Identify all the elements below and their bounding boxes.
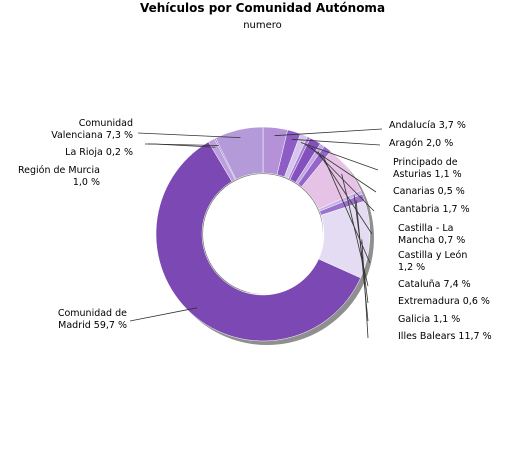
chart-title: Vehículos por Comunidad Autónoma (139, 1, 386, 15)
slice-label-castilla-la-mancha: Castilla - La Mancha 0,7 % (398, 223, 465, 246)
slice-label-comunidad-de-madrid: Comunidad de Madrid 59,7 % (58, 308, 127, 331)
slice-label-illes-balears: Illes Balears 11,7 % (398, 331, 492, 342)
leader-line-andalucia (274, 128, 383, 137)
slice-label-cataluna: Cataluña 7,4 % (398, 279, 471, 290)
slice-label-canarias: Canarias 0,5 % (393, 186, 465, 197)
slice-label-region-de-murcia: Región de Murcia 1,0 % (18, 165, 100, 188)
slice-label-aragon: Aragón 2,0 % (389, 138, 453, 149)
slice-label-la-rioja: La Rioja 0,2 % (65, 147, 133, 158)
chart-subtitle: numero (243, 20, 282, 31)
leader-lines-layer (129, 128, 383, 339)
leader-line-comunidad-de-madrid (129, 307, 198, 322)
leader-line-aragon (291, 138, 381, 146)
leader-line-illes-balears (361, 239, 369, 339)
slice-label-cantabria: Cantabria 1,7 % (393, 204, 470, 215)
labels-layer: Andalucía 3,7 % Aragón 2,0 % Principado de… (18, 118, 492, 342)
slice-comunidad-de-madrid (155, 141, 361, 342)
leader-line-canarias (305, 144, 377, 193)
slice-label-principado-de-asturias: Principado de Asturias 1,1 % (393, 157, 462, 180)
slices-layer (155, 126, 374, 345)
slice-comunidad-valenciana (215, 126, 264, 180)
slice-label-castilla-y-leon: Castilla y León 1,2 % (398, 250, 467, 273)
slice-label-comunidad-valenciana: Comunidad Valenciana 7,3 % (51, 118, 133, 141)
leader-line-la-rioja (147, 143, 219, 146)
slice-label-andalucia: Andalucía 3,7 % (389, 120, 466, 131)
leader-line-principado-de-asturias (300, 142, 379, 171)
donut-hole (203, 174, 323, 294)
slice-label-galicia: Galicia 1,1 % (398, 314, 460, 325)
leader-line-comunidad-valenciana (137, 132, 241, 138)
slice-label-extremadura: Extremadura 0,6 % (398, 296, 490, 307)
